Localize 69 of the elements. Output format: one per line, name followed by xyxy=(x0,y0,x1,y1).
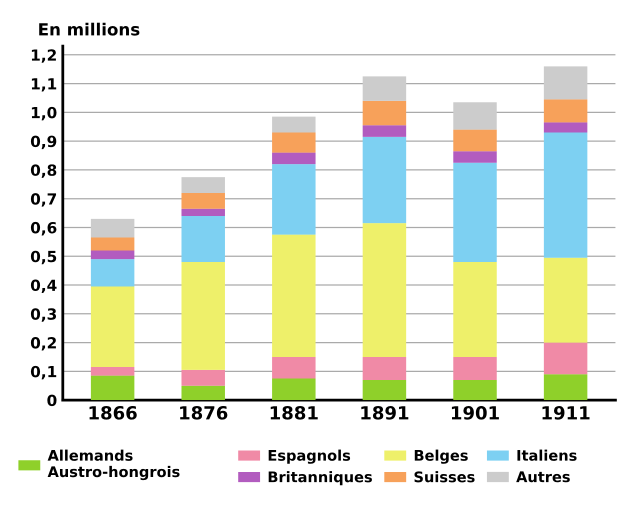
x-tick-label: 1911 xyxy=(542,406,590,420)
bar xyxy=(181,177,225,193)
y-tick-label: 0,2 xyxy=(30,337,56,351)
bar xyxy=(272,132,316,153)
x-tick-label: 1891 xyxy=(361,406,408,420)
bar xyxy=(362,136,406,224)
y-tick-label: 0,4 xyxy=(30,279,57,293)
bar xyxy=(453,380,497,400)
bar xyxy=(362,356,406,380)
x-tick-label: 1881 xyxy=(270,406,318,420)
legend-label: Espagnols xyxy=(268,450,350,464)
y-tick-label: 0,7 xyxy=(30,193,56,207)
bar xyxy=(544,258,588,343)
bar xyxy=(544,132,588,258)
x-tick-label: 1876 xyxy=(180,406,228,420)
bar xyxy=(272,234,316,357)
bar xyxy=(544,122,588,133)
y-tick-label: 1,0 xyxy=(32,106,57,120)
x-tick-label: 1901 xyxy=(452,406,499,420)
bar xyxy=(544,99,588,122)
y-tick-label: 1,1 xyxy=(32,78,56,92)
bar xyxy=(453,102,497,130)
x-tick-label: 1866 xyxy=(90,406,137,420)
y-tick-label: 1,2 xyxy=(32,49,56,63)
bar xyxy=(272,164,316,235)
bar xyxy=(90,367,134,376)
y-tick-label: 0,9 xyxy=(30,136,56,150)
bar xyxy=(362,125,406,137)
y-tick-label: 0,8 xyxy=(30,164,56,178)
bar xyxy=(181,262,225,370)
bar xyxy=(272,378,316,400)
bar xyxy=(90,218,134,238)
bar xyxy=(272,116,316,133)
bar xyxy=(90,250,134,260)
legend-label: Allemands Austro-hongrois xyxy=(48,450,180,480)
bar xyxy=(362,223,406,357)
bar xyxy=(453,356,497,380)
bar xyxy=(453,151,497,163)
bar xyxy=(181,386,225,400)
y-axis-title: En millions xyxy=(39,22,140,36)
y-tick-label: 0 xyxy=(47,394,57,406)
legend-label: Britanniques xyxy=(268,471,372,486)
bar xyxy=(90,259,134,286)
bar xyxy=(181,192,225,209)
y-tick-label: 0,5 xyxy=(30,250,56,264)
y-tick-label: 0,1 xyxy=(30,366,56,380)
bar xyxy=(181,216,225,262)
legend-label: Autres xyxy=(516,471,570,482)
bar xyxy=(90,238,134,250)
bar xyxy=(453,262,497,357)
bar xyxy=(362,76,406,101)
bar xyxy=(90,376,134,400)
bar xyxy=(544,342,588,374)
bar xyxy=(544,374,588,400)
bar xyxy=(362,100,406,126)
bar xyxy=(90,286,134,368)
bar xyxy=(181,370,225,386)
legend-label: Belges xyxy=(414,450,468,464)
bar xyxy=(272,356,316,379)
legend-label: Suisses xyxy=(414,471,475,482)
bar xyxy=(544,66,588,100)
legend-label: Italiens xyxy=(517,450,577,461)
bar xyxy=(453,130,497,152)
bar xyxy=(453,162,497,262)
bar xyxy=(272,152,316,164)
bar xyxy=(181,208,225,216)
y-tick-label: 0,6 xyxy=(30,222,56,236)
y-tick-label: 0,3 xyxy=(30,308,56,322)
bar xyxy=(362,380,406,400)
